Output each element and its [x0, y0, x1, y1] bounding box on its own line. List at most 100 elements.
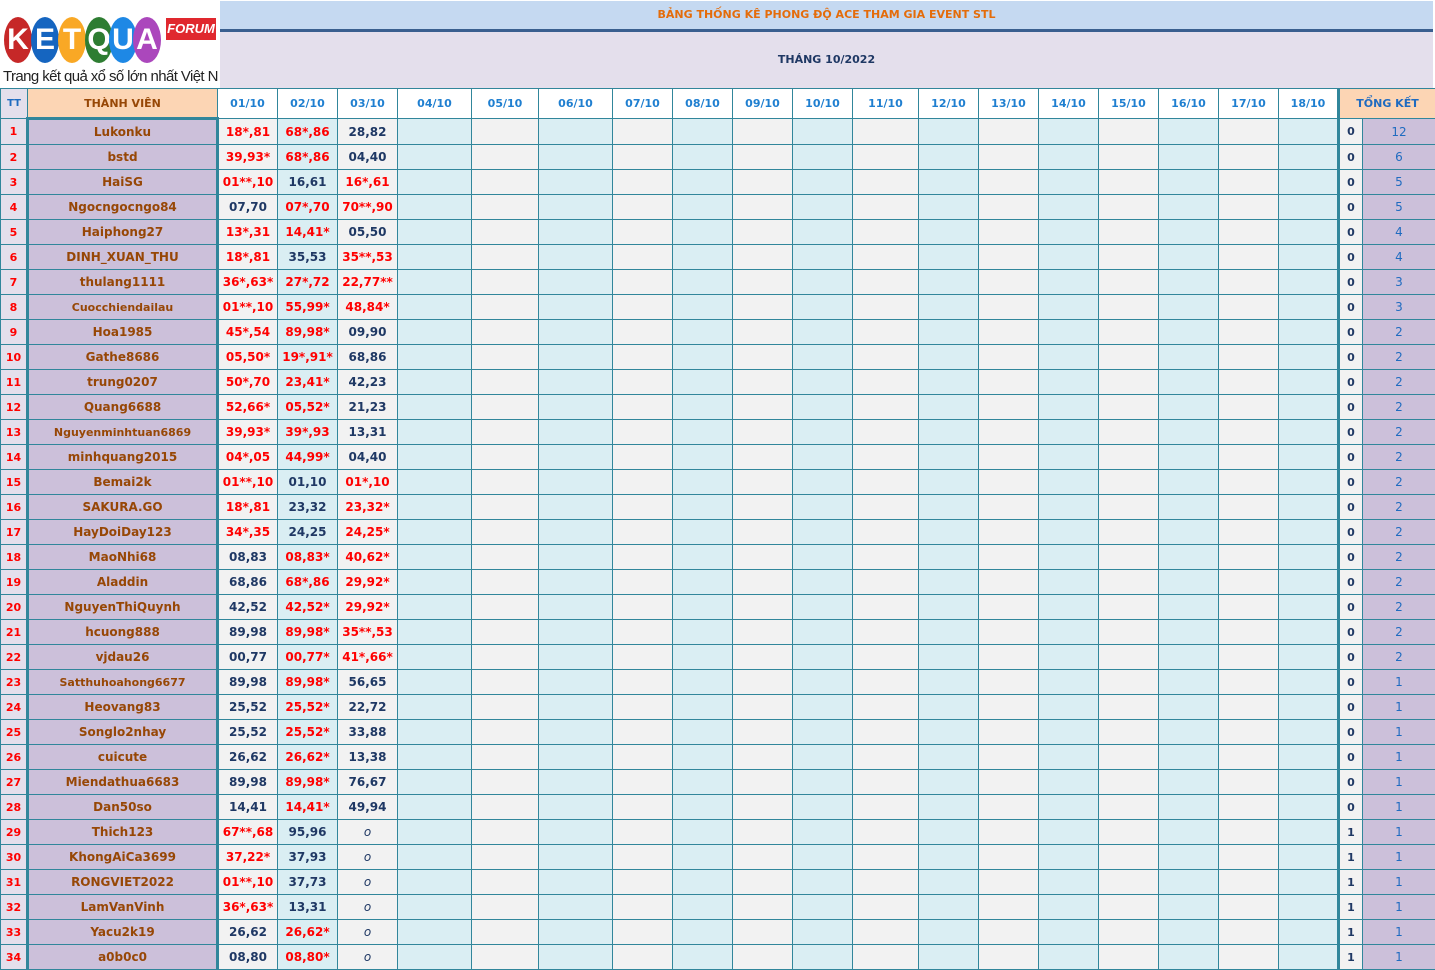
result-cell[interactable]: [539, 620, 613, 645]
result-cell[interactable]: [1039, 170, 1099, 195]
result-cell[interactable]: [733, 395, 793, 420]
result-cell[interactable]: [613, 920, 673, 945]
result-cell[interactable]: 42,52: [218, 595, 278, 620]
result-cell[interactable]: 68,86: [218, 570, 278, 595]
result-cell[interactable]: [1159, 745, 1219, 770]
result-cell[interactable]: 07,70: [218, 195, 278, 220]
result-cell[interactable]: 68*,86: [278, 119, 338, 145]
result-cell[interactable]: [919, 320, 979, 345]
result-cell[interactable]: [979, 945, 1039, 970]
result-cell[interactable]: [1279, 695, 1339, 720]
result-cell[interactable]: [853, 695, 919, 720]
result-cell[interactable]: [472, 545, 539, 570]
result-cell[interactable]: 55,99*: [278, 295, 338, 320]
result-cell[interactable]: [673, 595, 733, 620]
result-cell[interactable]: [472, 345, 539, 370]
result-cell[interactable]: [1219, 745, 1279, 770]
result-cell[interactable]: [1099, 495, 1159, 520]
result-cell[interactable]: [613, 370, 673, 395]
result-cell[interactable]: o: [338, 945, 398, 970]
result-cell[interactable]: [539, 270, 613, 295]
result-cell[interactable]: [733, 119, 793, 145]
result-cell[interactable]: [472, 720, 539, 745]
result-cell[interactable]: 00,77*: [278, 645, 338, 670]
result-cell[interactable]: [793, 920, 853, 945]
result-cell[interactable]: [1219, 620, 1279, 645]
result-cell[interactable]: [1159, 295, 1219, 320]
result-cell[interactable]: 09,90: [338, 320, 398, 345]
result-cell[interactable]: [793, 270, 853, 295]
result-cell[interactable]: [1279, 145, 1339, 170]
result-cell[interactable]: [1219, 370, 1279, 395]
result-cell[interactable]: [1039, 119, 1099, 145]
result-cell[interactable]: [398, 570, 472, 595]
result-cell[interactable]: [673, 645, 733, 670]
result-cell[interactable]: [1159, 720, 1219, 745]
result-cell[interactable]: [398, 720, 472, 745]
result-cell[interactable]: [1159, 145, 1219, 170]
result-cell[interactable]: [853, 220, 919, 245]
result-cell[interactable]: [1219, 770, 1279, 795]
result-cell[interactable]: 22,72: [338, 695, 398, 720]
result-cell[interactable]: 24,25: [278, 520, 338, 545]
result-cell[interactable]: 67**,68: [218, 820, 278, 845]
result-cell[interactable]: [793, 119, 853, 145]
result-cell[interactable]: [1099, 720, 1159, 745]
result-cell[interactable]: [398, 220, 472, 245]
result-cell[interactable]: [853, 470, 919, 495]
result-cell[interactable]: [1159, 245, 1219, 270]
result-cell[interactable]: 42,52*: [278, 595, 338, 620]
result-cell[interactable]: [793, 295, 853, 320]
result-cell[interactable]: [979, 670, 1039, 695]
result-cell[interactable]: [613, 220, 673, 245]
result-cell[interactable]: [539, 920, 613, 945]
result-cell[interactable]: 89,98*: [278, 770, 338, 795]
result-cell[interactable]: 25,52: [218, 720, 278, 745]
result-cell[interactable]: [733, 895, 793, 920]
result-cell[interactable]: [1099, 870, 1159, 895]
result-cell[interactable]: [733, 470, 793, 495]
result-cell[interactable]: 36*,63*: [218, 895, 278, 920]
result-cell[interactable]: [613, 345, 673, 370]
result-cell[interactable]: 23,32*: [338, 495, 398, 520]
result-cell[interactable]: [673, 445, 733, 470]
result-cell[interactable]: [1099, 295, 1159, 320]
result-cell[interactable]: [793, 220, 853, 245]
result-cell[interactable]: [979, 845, 1039, 870]
result-cell[interactable]: [1159, 670, 1219, 695]
result-cell[interactable]: [793, 720, 853, 745]
result-cell[interactable]: [1279, 119, 1339, 145]
result-cell[interactable]: [919, 170, 979, 195]
result-cell[interactable]: 13,38: [338, 745, 398, 770]
result-cell[interactable]: [733, 545, 793, 570]
result-cell[interactable]: [673, 295, 733, 320]
result-cell[interactable]: [979, 170, 1039, 195]
result-cell[interactable]: [472, 245, 539, 270]
result-cell[interactable]: [1279, 245, 1339, 270]
result-cell[interactable]: [919, 920, 979, 945]
result-cell[interactable]: [793, 670, 853, 695]
result-cell[interactable]: [793, 245, 853, 270]
result-cell[interactable]: [793, 820, 853, 845]
result-cell[interactable]: 68*,86: [278, 145, 338, 170]
result-cell[interactable]: [673, 470, 733, 495]
result-cell[interactable]: [539, 945, 613, 970]
result-cell[interactable]: [673, 720, 733, 745]
result-cell[interactable]: [613, 445, 673, 470]
result-cell[interactable]: 01**,10: [218, 470, 278, 495]
result-cell[interactable]: [1159, 195, 1219, 220]
result-cell[interactable]: [1279, 420, 1339, 445]
result-cell[interactable]: [539, 670, 613, 695]
result-cell[interactable]: [853, 320, 919, 345]
result-cell[interactable]: [1219, 470, 1279, 495]
result-cell[interactable]: [1219, 345, 1279, 370]
result-cell[interactable]: 48,84*: [338, 295, 398, 320]
result-cell[interactable]: [1219, 495, 1279, 520]
result-cell[interactable]: [1279, 345, 1339, 370]
result-cell[interactable]: [1279, 520, 1339, 545]
result-cell[interactable]: [793, 320, 853, 345]
result-cell[interactable]: 42,23: [338, 370, 398, 395]
result-cell[interactable]: [1159, 620, 1219, 645]
result-cell[interactable]: [1099, 770, 1159, 795]
result-cell[interactable]: 26,62: [218, 745, 278, 770]
